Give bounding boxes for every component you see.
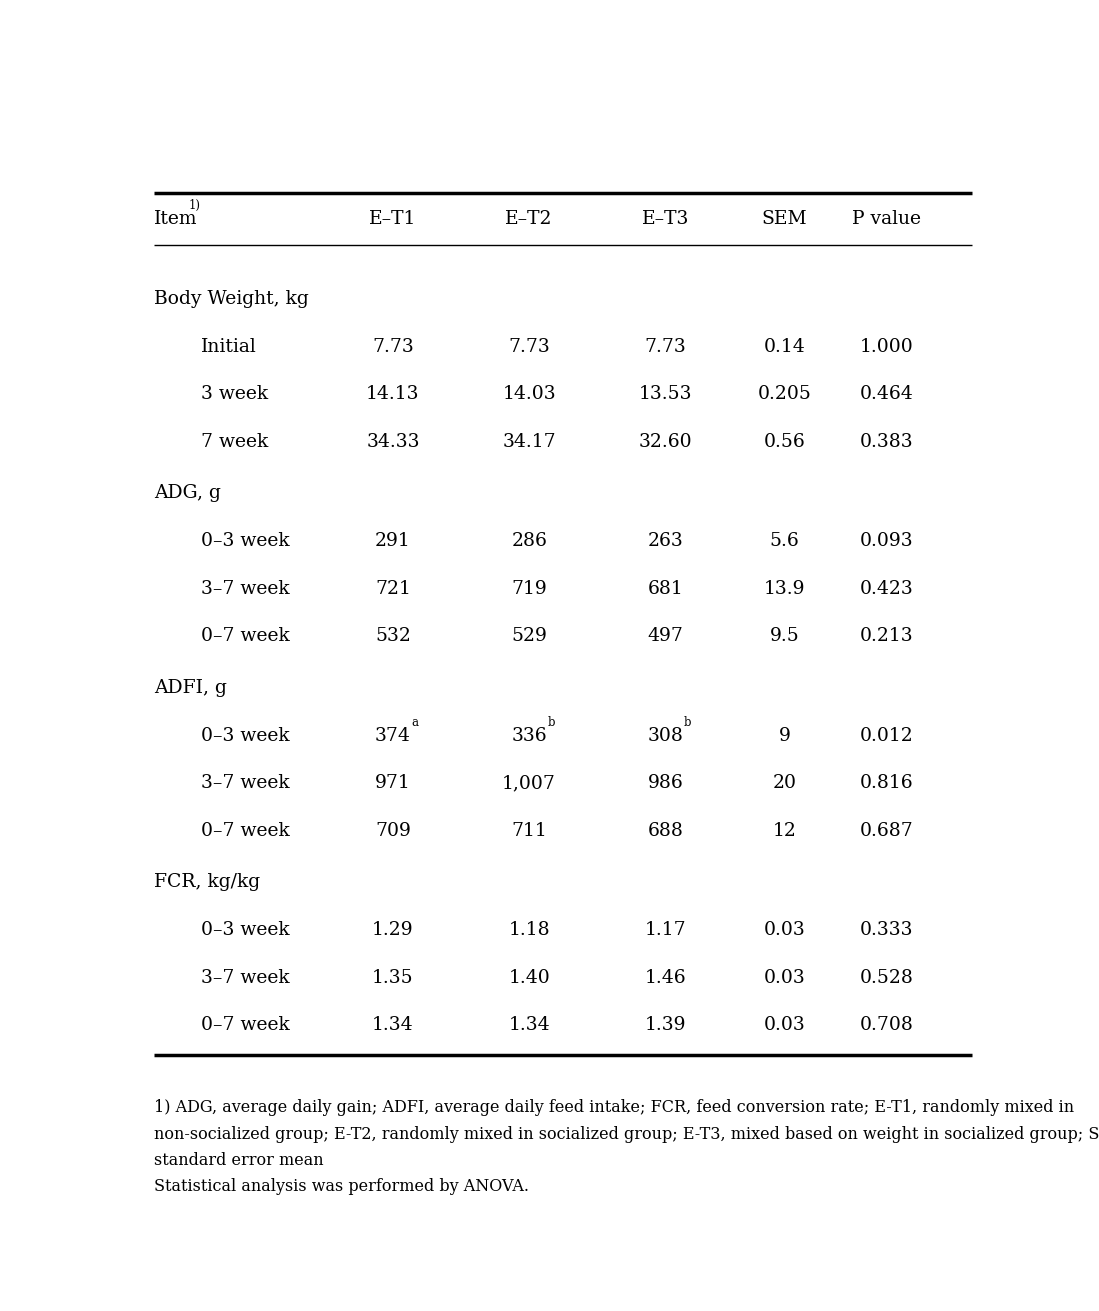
Text: 0–7 week: 0–7 week: [201, 1016, 290, 1034]
Text: ADG, g: ADG, g: [154, 485, 221, 502]
Text: non-socialized group; E-T2, randomly mixed in socialized group; E-T3, mixed base: non-socialized group; E-T2, randomly mix…: [154, 1126, 1099, 1143]
Text: 3–7 week: 3–7 week: [201, 775, 290, 792]
Text: 711: 711: [511, 822, 547, 840]
Text: 0.093: 0.093: [861, 532, 913, 551]
Text: ADFI, g: ADFI, g: [154, 679, 227, 697]
Text: 1.40: 1.40: [509, 969, 550, 987]
Text: 7.73: 7.73: [645, 338, 686, 355]
Text: 14.03: 14.03: [502, 385, 556, 404]
Text: 14.13: 14.13: [366, 385, 420, 404]
Text: 9.5: 9.5: [769, 628, 800, 645]
Text: 1.46: 1.46: [645, 969, 686, 987]
Text: b: b: [684, 716, 691, 729]
Text: 291: 291: [375, 532, 411, 551]
Text: 0.213: 0.213: [861, 628, 913, 645]
Text: 0.333: 0.333: [861, 922, 913, 939]
Text: 13.53: 13.53: [639, 385, 692, 404]
Text: 1.35: 1.35: [373, 969, 413, 987]
Text: 0.56: 0.56: [764, 433, 806, 451]
Text: 374: 374: [375, 726, 411, 745]
Text: 3–7 week: 3–7 week: [201, 579, 290, 598]
Text: Initial: Initial: [201, 338, 257, 355]
Text: 0.708: 0.708: [859, 1016, 914, 1034]
Text: 0–3 week: 0–3 week: [201, 922, 290, 939]
Text: 12: 12: [773, 822, 797, 840]
Text: SEM: SEM: [762, 210, 808, 228]
Text: 0–3 week: 0–3 week: [201, 726, 290, 745]
Text: 0.205: 0.205: [757, 385, 812, 404]
Text: Statistical analysis was performed by ANOVA.: Statistical analysis was performed by AN…: [154, 1179, 530, 1196]
Text: 34.33: 34.33: [366, 433, 420, 451]
Text: 3 week: 3 week: [201, 385, 268, 404]
Text: 0.14: 0.14: [764, 338, 806, 355]
Text: 20: 20: [773, 775, 797, 792]
Text: 1,007: 1,007: [502, 775, 556, 792]
Text: 5.6: 5.6: [769, 532, 800, 551]
Text: 1.34: 1.34: [509, 1016, 550, 1034]
Text: E–T2: E–T2: [506, 210, 553, 228]
Text: FCR, kg/kg: FCR, kg/kg: [154, 873, 260, 891]
Text: 0.03: 0.03: [764, 922, 806, 939]
Text: 1.39: 1.39: [645, 1016, 686, 1034]
Text: 13.9: 13.9: [764, 579, 806, 598]
Text: a: a: [411, 716, 419, 729]
Text: 532: 532: [375, 628, 411, 645]
Text: 3–7 week: 3–7 week: [201, 969, 290, 987]
Text: 286: 286: [511, 532, 547, 551]
Text: 721: 721: [375, 579, 411, 598]
Text: 263: 263: [647, 532, 684, 551]
Text: b: b: [547, 716, 555, 729]
Text: 0.012: 0.012: [861, 726, 913, 745]
Text: 7.73: 7.73: [373, 338, 413, 355]
Text: 9: 9: [779, 726, 790, 745]
Text: 1) ADG, average daily gain; ADFI, average daily feed intake; FCR, feed conversio: 1) ADG, average daily gain; ADFI, averag…: [154, 1100, 1075, 1117]
Text: P value: P value: [853, 210, 921, 228]
Text: Item: Item: [154, 210, 198, 228]
Text: E–T3: E–T3: [642, 210, 689, 228]
Text: 1.34: 1.34: [373, 1016, 413, 1034]
Text: 0.383: 0.383: [861, 433, 913, 451]
Text: 1.17: 1.17: [645, 922, 686, 939]
Text: 1.000: 1.000: [861, 338, 913, 355]
Text: 986: 986: [647, 775, 684, 792]
Text: 0–3 week: 0–3 week: [201, 532, 290, 551]
Text: 32.60: 32.60: [639, 433, 692, 451]
Text: Body Weight, kg: Body Weight, kg: [154, 290, 309, 308]
Text: 1.29: 1.29: [373, 922, 413, 939]
Text: 0.528: 0.528: [859, 969, 914, 987]
Text: E–T1: E–T1: [369, 210, 417, 228]
Text: 709: 709: [375, 822, 411, 840]
Text: 0.03: 0.03: [764, 1016, 806, 1034]
Text: 34.17: 34.17: [502, 433, 556, 451]
Text: 0–7 week: 0–7 week: [201, 822, 290, 840]
Text: standard error mean: standard error mean: [154, 1152, 324, 1169]
Text: 7 week: 7 week: [201, 433, 268, 451]
Text: 1): 1): [189, 199, 200, 212]
Text: 719: 719: [511, 579, 547, 598]
Text: 0.03: 0.03: [764, 969, 806, 987]
Text: 0.423: 0.423: [861, 579, 913, 598]
Text: 7.73: 7.73: [509, 338, 550, 355]
Text: 336: 336: [511, 726, 547, 745]
Text: 308: 308: [647, 726, 684, 745]
Text: 0–7 week: 0–7 week: [201, 628, 290, 645]
Text: 0.816: 0.816: [861, 775, 913, 792]
Text: 1.18: 1.18: [509, 922, 550, 939]
Text: 497: 497: [647, 628, 684, 645]
Text: 0.687: 0.687: [861, 822, 913, 840]
Text: 529: 529: [511, 628, 547, 645]
Text: 971: 971: [375, 775, 411, 792]
Text: 0.464: 0.464: [861, 385, 913, 404]
Text: 681: 681: [647, 579, 684, 598]
Text: 688: 688: [647, 822, 684, 840]
